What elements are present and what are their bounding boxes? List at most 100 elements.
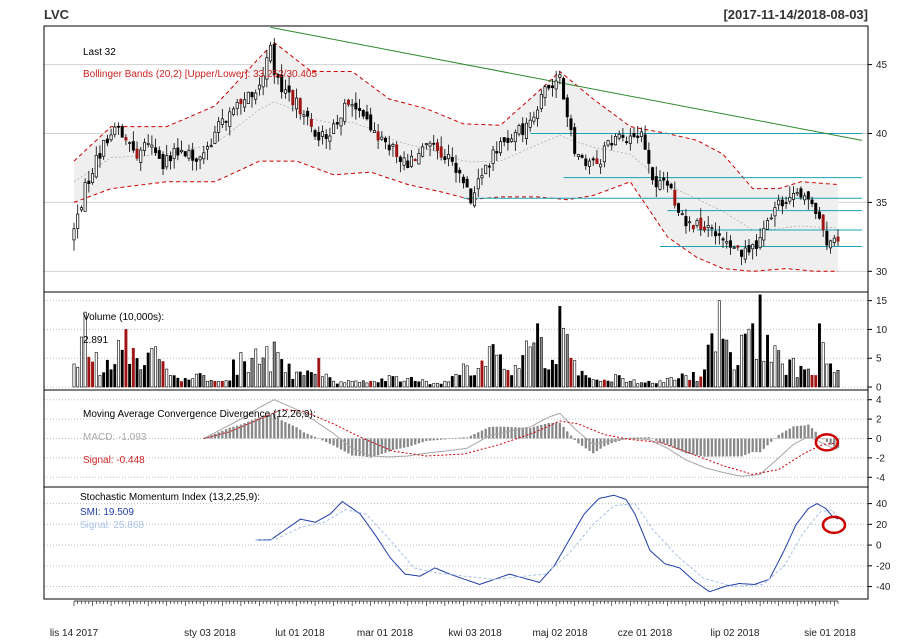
candle-body: [554, 80, 558, 90]
macd-hist-bar: [280, 420, 283, 439]
macd-hist-bar: [558, 422, 561, 439]
volume-bar: [332, 380, 336, 388]
candle-body: [769, 217, 773, 220]
macd-hist-bar: [569, 435, 573, 439]
macd-hist-bar: [210, 435, 213, 439]
volume-bar: [747, 328, 751, 388]
volume-bar: [517, 368, 521, 388]
volume-bar: [580, 370, 584, 388]
macd-hist-bar: [829, 438, 832, 445]
macd-hist-bar: [332, 438, 335, 446]
macd-hist-bar: [317, 438, 320, 439]
macd-hist-bar: [325, 438, 328, 443]
trend-line: [270, 26, 863, 141]
bollinger-upper: [73, 41, 839, 190]
x-tick-label: lut 01 2018: [275, 628, 325, 639]
candle-body: [517, 125, 521, 135]
candle-body: [758, 237, 762, 248]
volume-bar: [717, 300, 721, 388]
macd-hist-bar: [595, 438, 599, 452]
volume-bar: [406, 378, 410, 388]
candle-body: [588, 160, 592, 167]
volume-bar: [636, 383, 640, 388]
candle-body: [246, 91, 250, 104]
volume-bar: [283, 372, 287, 388]
macd-hist-bar: [673, 438, 676, 449]
macd-hist-bar: [506, 426, 510, 439]
candle-body: [354, 102, 358, 110]
candle-body: [135, 148, 139, 159]
volume-bar: [677, 378, 680, 388]
candle-body: [421, 146, 425, 157]
macd-hist-bar: [380, 438, 383, 454]
macd-hist-bar: [688, 438, 691, 455]
bollinger-mid: [73, 101, 839, 231]
candle-body: [168, 155, 172, 162]
volume-bar: [102, 372, 106, 388]
macd-hist-bar: [521, 427, 524, 439]
volume-bar: [732, 369, 736, 388]
candle-body: [317, 131, 321, 141]
volume-bar: [528, 346, 532, 388]
candle-body: [254, 92, 258, 100]
volume-bar: [576, 375, 580, 388]
volume-bar: [632, 379, 636, 388]
macd-hist-bar: [384, 438, 387, 453]
volume-bar: [243, 361, 247, 388]
macd-hist-bar: [692, 438, 695, 455]
candle-body: [806, 191, 810, 200]
candle-body: [206, 146, 210, 150]
volume-bar: [287, 363, 291, 388]
macd-hist-bar: [451, 438, 454, 439]
candle-body: [702, 226, 706, 231]
volume-bar: [313, 373, 317, 388]
candle-body: [569, 118, 573, 131]
volume-bar: [736, 365, 740, 388]
macd-signal-value: Signal: -0.448: [83, 455, 145, 466]
volume-bar: [261, 357, 265, 388]
volume-bar: [361, 380, 365, 388]
candle-body: [532, 116, 536, 122]
volume-bar: [150, 348, 154, 388]
candle-body: [576, 154, 580, 157]
candle-body: [146, 143, 150, 145]
panel-frame: [43, 486, 869, 600]
price-axis: 30 35 40 45: [868, 60, 888, 278]
volume-bar: [476, 368, 480, 388]
y-tick-label: -40: [876, 582, 891, 593]
candle-body: [120, 126, 124, 138]
volume-bar: [117, 340, 120, 388]
volume-bar: [224, 380, 228, 388]
macd-hist-bar: [573, 438, 576, 440]
volume-bar: [795, 377, 799, 388]
x-tick-label: sty 03 2018: [184, 628, 236, 639]
macd-hist-bar: [677, 438, 680, 450]
candle-body: [280, 74, 284, 93]
macd-hist-bar: [758, 438, 762, 453]
x-tick-label: cze 01 2018: [618, 628, 673, 639]
candle-body: [788, 196, 792, 202]
x-tick-label: kwi 03 2018: [448, 628, 502, 639]
volume-bar: [269, 371, 273, 388]
volume-bar: [502, 368, 506, 388]
candle-body: [117, 125, 121, 128]
volume-panel: 0 5 10 15 Volume (10,000s): 2.891: [44, 294, 888, 394]
volume-bar: [569, 357, 573, 388]
candle-body: [658, 180, 662, 190]
smi-label: Stochastic Momentum Index (13,2,25,9):: [80, 492, 260, 503]
candle-body: [617, 133, 621, 139]
candle-body: [484, 164, 488, 175]
macd-hist-bar: [744, 438, 747, 455]
volume-bar: [806, 368, 810, 388]
volume-bar: [395, 376, 399, 388]
macd-hist-bar: [224, 429, 228, 439]
volume-bar: [547, 369, 551, 388]
candle-body: [139, 149, 143, 163]
candle-body: [447, 153, 451, 160]
candle-body: [298, 98, 302, 115]
candle-body: [499, 141, 503, 154]
volume-bar: [539, 337, 543, 388]
candle-body: [825, 230, 829, 246]
candle-body: [250, 91, 254, 98]
macd-hist-bar: [465, 437, 469, 439]
